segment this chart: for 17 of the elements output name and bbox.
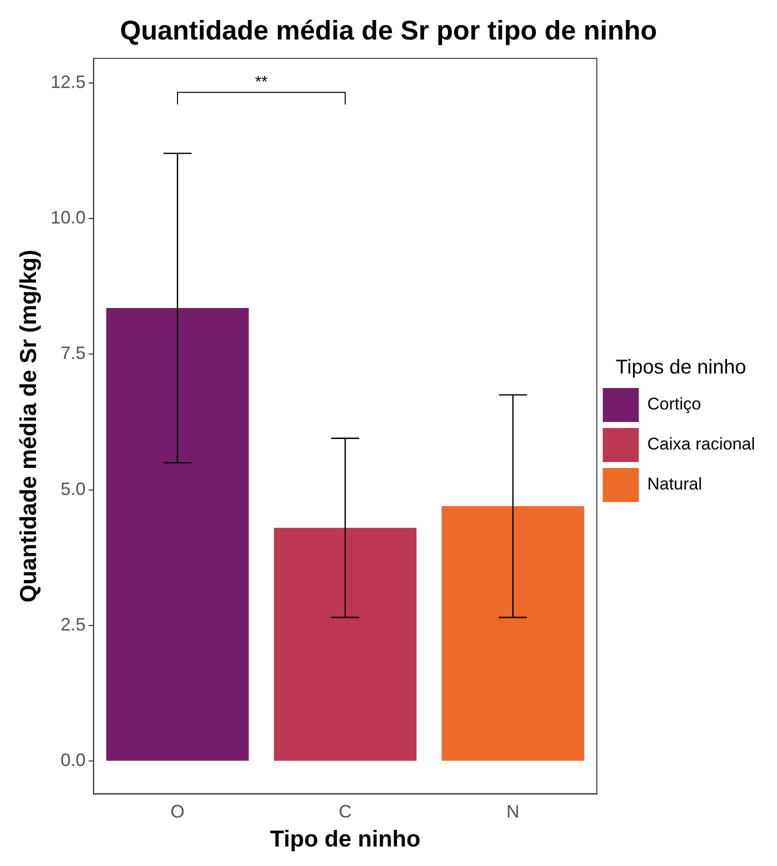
x-tick-label: N <box>506 802 520 822</box>
y-tick-label: 2.5 <box>60 614 86 635</box>
x-tick-label: C <box>338 802 352 822</box>
legend-title: Tipos de ninho <box>616 356 746 379</box>
x-axis-title: Tipo de ninho <box>270 826 420 852</box>
y-tick-label: 12.5 <box>50 72 86 92</box>
y-tick-label: 0.0 <box>60 750 86 770</box>
y-tick-label: 7.5 <box>60 343 86 364</box>
chart-title: Quantidade média de Sr por tipo de ninho <box>120 16 658 46</box>
legend-label: Natural <box>647 474 702 494</box>
annotation: ** <box>255 74 268 91</box>
legend-label: Caixa racional <box>647 434 756 454</box>
x-tick-label: O <box>170 802 184 822</box>
y-axis-title: Quantidade média de Sr (mg/kg) <box>15 250 42 602</box>
legend-label: Cortiço <box>647 394 702 414</box>
y-tick-label: 10.0 <box>50 207 86 228</box>
y-tick-label: 5.0 <box>60 478 86 499</box>
